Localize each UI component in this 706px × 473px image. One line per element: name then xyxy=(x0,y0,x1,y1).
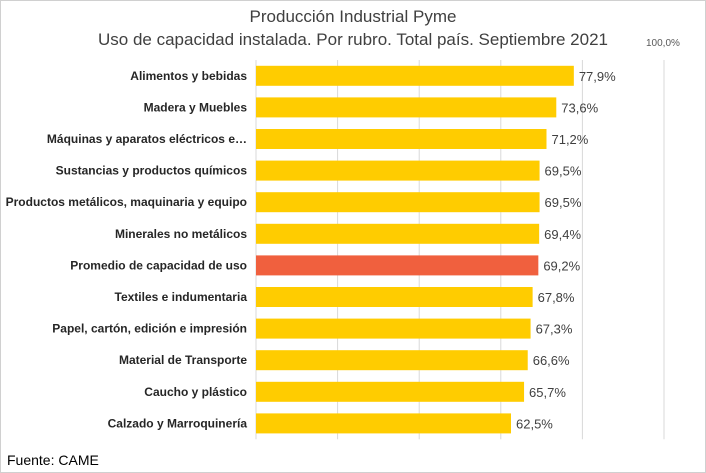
bar xyxy=(256,129,547,149)
bar xyxy=(256,255,539,276)
category-label: Productos metálicos, maquinaria y equipo xyxy=(6,195,247,209)
source-note: Fuente: CAME xyxy=(7,452,99,468)
category-label: Papel, cartón, edición e impresión xyxy=(52,322,247,336)
chart-subtitle: Uso de capacidad instalada. Por rubro. T… xyxy=(98,30,608,49)
data-label: 67,8% xyxy=(538,290,575,305)
data-label: 73,6% xyxy=(561,100,598,115)
data-label: 69,5% xyxy=(545,164,582,179)
category-label: Caucho y plástico xyxy=(144,385,247,399)
bar xyxy=(256,97,557,118)
data-label: 65,7% xyxy=(529,385,566,400)
axis-max-label: 100,0% xyxy=(646,38,680,49)
bar xyxy=(256,381,525,402)
category-label: Promedio de capacidad de uso xyxy=(70,258,247,272)
data-label: 69,4% xyxy=(544,227,581,242)
bar xyxy=(256,350,528,371)
category-label: Alimentos y bebidas xyxy=(130,69,247,83)
bar xyxy=(256,413,511,434)
category-label: Calzado y Marroquinería xyxy=(108,416,248,430)
bar xyxy=(256,287,533,307)
data-label: 66,6% xyxy=(533,353,570,368)
bar xyxy=(256,160,540,181)
data-label: 69,2% xyxy=(543,258,580,273)
category-label: Sustancias y productos químicos xyxy=(56,164,248,178)
category-label: Textiles e indumentaria xyxy=(115,290,248,304)
bar xyxy=(256,192,540,213)
bar xyxy=(256,318,531,339)
bar xyxy=(256,65,574,86)
bar xyxy=(256,223,540,244)
chart-title: Producción Industrial Pyme xyxy=(249,7,457,26)
data-label: 67,3% xyxy=(536,322,573,337)
category-label: Madera y Muebles xyxy=(144,100,248,114)
data-label: 62,5% xyxy=(516,416,553,431)
data-label: 71,2% xyxy=(551,132,588,147)
category-label: Material de Transporte xyxy=(119,353,247,367)
category-label: Minerales no metálicos xyxy=(115,227,247,241)
category-label: Máquinas y aparatos eléctricos e… xyxy=(47,132,247,146)
data-label: 77,9% xyxy=(579,69,616,84)
data-label: 69,5% xyxy=(545,195,582,210)
